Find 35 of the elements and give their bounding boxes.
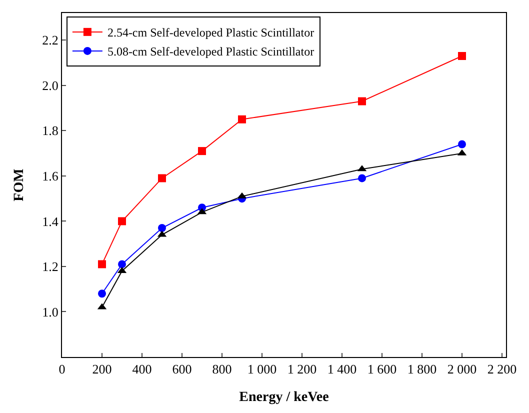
y-tick-label: 2.0 [42,78,58,93]
point [98,290,106,298]
x-tick-label: 800 [212,362,232,377]
x-tick-label: 2 200 [487,362,517,377]
point [238,115,246,124]
y-tick-label: 2.2 [42,32,58,48]
point [458,140,466,148]
x-tick-label: 1 000 [247,362,277,377]
point [118,217,126,226]
point [358,174,366,182]
y-tick-label: 1.0 [42,304,58,320]
point [358,97,366,106]
x-tick-label: 1 400 [327,362,357,377]
x-tick-label: 1 200 [287,362,317,377]
point [118,260,126,268]
x-tick-label: 600 [172,362,192,377]
x-tick-label: 1 600 [367,362,397,377]
legend-label: 2.54-cm Self-developed Plastic Scintillator [107,26,314,40]
x-tick-label: 200 [92,362,112,377]
point [98,260,106,268]
y-axis-title: FOM [12,168,27,202]
y-tick-label: 1.4 [42,214,59,229]
point [458,52,466,60]
y-tick-label: 1.6 [42,168,59,184]
x-tick-label: 0 [58,362,66,377]
point [198,147,206,156]
x-tick-label: 400 [132,362,152,377]
y-tick-label: 1.2 [42,259,58,274]
x-tick-label: 2 000 [447,362,477,377]
x-axis-title: Energy / keVee [239,390,329,405]
x-tick-label: 1 800 [407,362,437,377]
y-tick-label: 1.8 [42,123,58,138]
point [158,174,166,182]
point [158,224,166,232]
legend-label: 5.08-cm Self-developed Plastic Scintillator [107,44,314,59]
